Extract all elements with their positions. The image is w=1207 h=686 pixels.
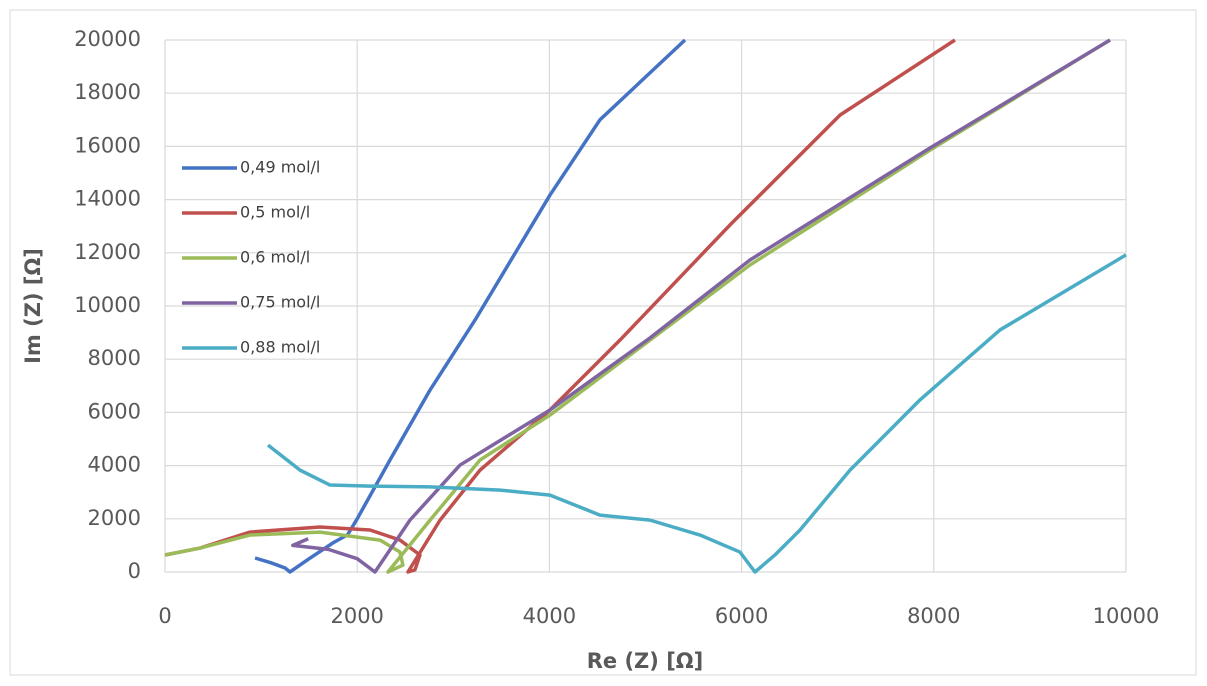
- legend-label: 0,6 mol/l: [240, 248, 310, 267]
- y-tick-label: 12000: [74, 240, 141, 264]
- x-tick-label: 10000: [1093, 604, 1160, 628]
- x-tick-label: 6000: [715, 604, 768, 628]
- x-tick-label: 0: [158, 604, 171, 628]
- x-tick-label: 8000: [907, 604, 960, 628]
- y-tick-label: 10000: [74, 293, 141, 317]
- y-tick-label: 4000: [88, 453, 141, 477]
- series-line: [164, 38, 956, 574]
- x-axis-title: Re (Z) [Ω]: [587, 649, 704, 673]
- y-tick-label: 0: [128, 559, 141, 583]
- legend-label: 0,5 mol/l: [240, 203, 310, 222]
- x-tick-label: 2000: [330, 604, 383, 628]
- chart-frame: [9, 9, 1197, 676]
- series-line: [254, 38, 687, 574]
- y-tick-label: 20000: [74, 27, 141, 51]
- y-tick-label: 8000: [88, 346, 141, 370]
- y-tick-label: 2000: [88, 506, 141, 530]
- series-line: [266, 253, 1127, 574]
- x-tick-label: 4000: [523, 604, 576, 628]
- y-tick-label: 14000: [74, 187, 141, 211]
- y-tick-label: 16000: [74, 133, 141, 157]
- legend-label: 0,88 mol/l: [240, 338, 320, 357]
- legend-label: 0,49 mol/l: [240, 158, 320, 177]
- legend-label: 0,75 mol/l: [240, 293, 320, 312]
- y-axis-title: Im (Z) [Ω]: [21, 248, 45, 364]
- series-line: [164, 38, 1111, 574]
- y-tick-label: 6000: [88, 399, 141, 423]
- series-line: [291, 38, 1111, 574]
- y-tick-label: 18000: [74, 80, 141, 104]
